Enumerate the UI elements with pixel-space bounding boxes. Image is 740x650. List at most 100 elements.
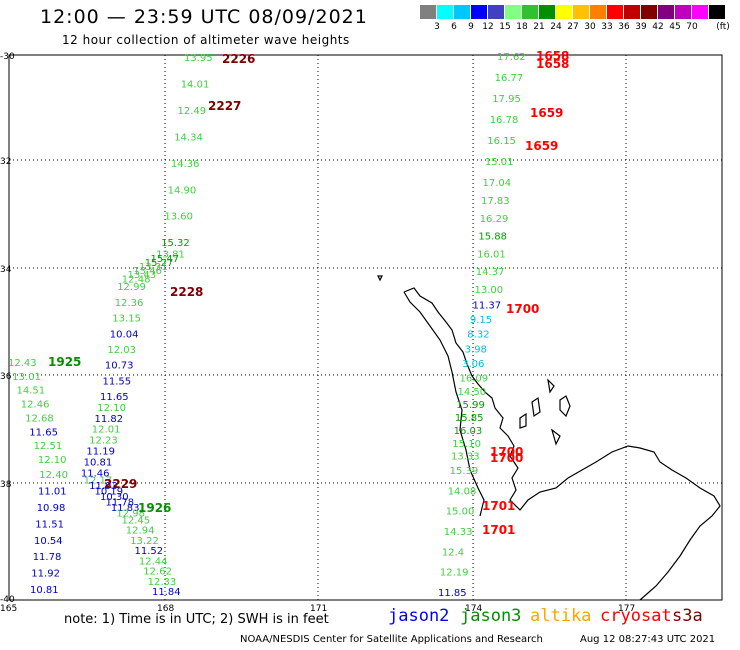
latitude-tick-label: 36 [0, 372, 12, 382]
swh-value-label: 15.39 [450, 466, 479, 477]
satellite-legend-entry: jason3 [460, 606, 522, 626]
pass-time-label: 1701 [482, 499, 515, 513]
scale-swatch [692, 5, 708, 19]
swh-value-label: 15.88 [478, 232, 507, 243]
swh-value-label: 10.81 [30, 585, 59, 596]
pass-time-label: 1700 [490, 445, 523, 459]
swh-value-label: 12.99 [117, 282, 146, 293]
swh-value-label: 15.32 [161, 238, 190, 249]
scale-label: 39 [635, 22, 647, 32]
latitude-tick-label: 34 [0, 265, 12, 275]
swh-value-label: 13.43 [128, 270, 157, 281]
swh-value-label: 12.19 [440, 568, 469, 579]
pass-time-label: 1659 [530, 106, 563, 120]
scale-swatch [607, 5, 623, 19]
swh-value-label: 13.46 [133, 266, 162, 277]
scale-label: 12 [482, 22, 494, 32]
scale-label: 70 [686, 22, 698, 32]
scale-swatch [505, 5, 521, 19]
longitude-tick-label: 168 [157, 604, 174, 614]
longitude-tick-label: 165 [0, 604, 17, 614]
swh-value-label: 14.34 [174, 132, 203, 143]
swh-value-label: 11.19 [86, 447, 115, 458]
pass-time-label: 2229 [104, 477, 137, 491]
swh-value-label: 12.45 [122, 515, 151, 526]
swh-value-label: 13.60 [164, 212, 193, 223]
footer-note: note: 1) Time is in UTC; 2) SWH is in fe… [64, 612, 329, 627]
swh-value-label: 11.52 [135, 546, 164, 557]
scale-swatch [471, 5, 487, 19]
swh-value-label: 13.95 [184, 53, 213, 64]
pass-time-label: 1700 [490, 451, 523, 465]
scale-label: 45 [669, 22, 681, 32]
scale-swatch [454, 5, 470, 19]
swh-value-label: 11.78 [106, 498, 135, 509]
page-subtitle: 12 hour collection of altimeter wave hei… [62, 33, 350, 47]
scale-label: 24 [550, 22, 562, 32]
swh-value-label: 14.08 [448, 486, 477, 497]
swh-value-label: 13.00 [475, 285, 504, 296]
pass-time-label: 1700 [506, 302, 539, 316]
swh-value-label: 12.4 [442, 547, 464, 558]
swh-value-label: 11.65 [29, 427, 58, 438]
scale-label: 9 [468, 22, 474, 32]
swh-value-label: 16.09 [460, 373, 489, 384]
scale-label: 30 [584, 22, 596, 32]
swh-value-label: 11.84 [152, 587, 181, 598]
swh-value-label: 11.65 [100, 392, 129, 403]
satellite-legend-entry: altika [530, 606, 592, 626]
scale-swatch [709, 5, 725, 19]
swh-value-label: 15.27 [145, 258, 174, 269]
pass-time-label: 1926 [138, 501, 171, 515]
swh-value-label: 15.01 [485, 157, 514, 168]
longitude-tick-label: 177 [618, 604, 635, 614]
pass-time-label: 1659 [525, 139, 558, 153]
swh-value-label: 16.29 [480, 214, 509, 225]
scale-swatch [573, 5, 589, 19]
scale-label: 6 [451, 22, 457, 32]
swh-value-label: 13.01 [12, 372, 41, 383]
swh-value-label: 11.37 [473, 301, 502, 312]
swh-value-label: 9.15 [470, 315, 492, 326]
swh-value-label: 12.62 [143, 567, 172, 578]
scale-swatch [675, 5, 691, 19]
swh-value-label: 11.92 [31, 569, 60, 580]
swh-value-label: 16.78 [490, 115, 519, 126]
satellite-legend-entry: cryosat [600, 606, 672, 626]
swh-value-label: 17.95 [492, 94, 521, 105]
swh-value-label: 12.43 [8, 358, 37, 369]
swh-value-label: 11.85 [438, 588, 467, 599]
pass-time-label: 1925 [48, 355, 81, 369]
swh-value-label: 3.06 [462, 359, 484, 370]
swh-value-label: 13.15 [112, 314, 141, 325]
satellite-legend-entry: s3a [672, 606, 703, 626]
scale-swatch [556, 5, 572, 19]
swh-value-label: 12.51 [34, 441, 63, 452]
swh-value-label: 11.51 [35, 519, 64, 530]
credit-line: NOAA/NESDIS Center for Satellite Applica… [240, 634, 543, 645]
satellite-legend-entry: jason2 [388, 606, 450, 626]
swh-value-label: 15.99 [456, 400, 485, 411]
longitude-tick-label: 174 [465, 604, 482, 614]
swh-value-label: 11.78 [33, 552, 62, 563]
swh-value-label: 12.49 [178, 106, 207, 117]
map-frame [8, 54, 723, 601]
swh-value-label: 16.15 [487, 136, 516, 147]
latitude-tick-label: -30 [0, 52, 15, 62]
scale-swatch [420, 5, 436, 19]
pass-time-label: 1701 [482, 523, 515, 537]
swh-value-label: 16.01 [477, 249, 506, 260]
scale-unit: (ft) [716, 22, 730, 32]
scale-label: 15 [499, 22, 511, 32]
swh-value-label: 10.81 [84, 458, 113, 469]
swh-value-label: 3.98 [465, 344, 487, 355]
track-labels: 13.95 14.01 12.49 14.34 14.36 14.90 13.60 15.32… [8, 49, 569, 599]
swh-value-label: 10.54 [34, 536, 63, 547]
swh-value-label: 12.23 [89, 436, 118, 447]
scale-swatch [488, 5, 504, 19]
swh-value-label: 12.17 [84, 476, 113, 487]
swh-value-label: 10.73 [105, 361, 134, 372]
scale-label: 36 [618, 22, 630, 32]
latitude-tick-label: -40 [0, 595, 15, 605]
